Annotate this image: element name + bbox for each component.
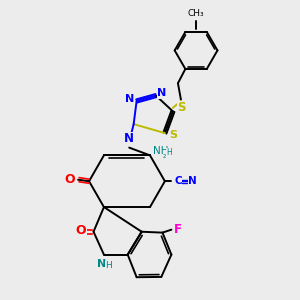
Text: N: N — [124, 132, 134, 145]
Text: C: C — [174, 176, 182, 186]
Text: H: H — [167, 148, 172, 158]
Text: NH: NH — [153, 146, 168, 156]
Text: O: O — [64, 173, 75, 186]
Text: N: N — [97, 259, 106, 269]
Text: N: N — [125, 94, 135, 104]
Text: N: N — [188, 176, 197, 186]
Text: O: O — [76, 224, 86, 237]
Text: N: N — [157, 88, 167, 98]
Text: H: H — [106, 261, 112, 270]
Text: S: S — [177, 101, 186, 114]
Text: ₂: ₂ — [163, 152, 166, 160]
Text: F: F — [174, 223, 182, 236]
Text: CH₃: CH₃ — [188, 9, 204, 18]
Text: S: S — [169, 130, 177, 140]
